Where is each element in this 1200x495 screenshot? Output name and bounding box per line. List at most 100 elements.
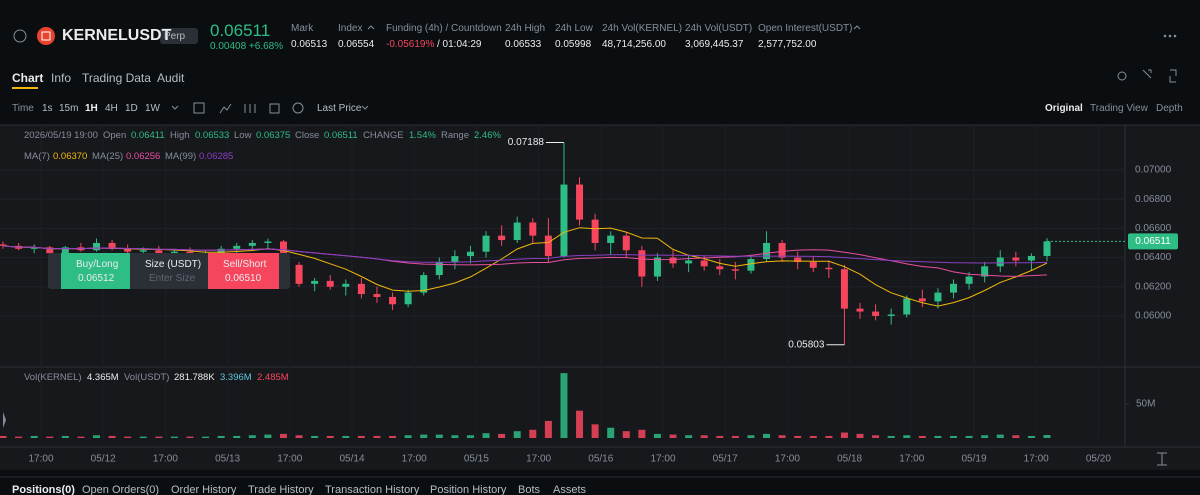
tab[interactable]: Audit <box>157 71 185 85</box>
volume-bar <box>357 435 365 438</box>
sell-price[interactable]: 0.06510 <box>225 273 262 284</box>
interval[interactable]: 1W <box>145 103 160 114</box>
candle-body <box>591 219 599 243</box>
tab[interactable]: Trading Data <box>82 71 151 85</box>
price-type[interactable]: Last Price <box>317 103 362 114</box>
stat-label: 24h High <box>505 23 546 34</box>
volume-bar <box>950 435 958 438</box>
bottom-tab[interactable]: Bots <box>518 484 541 495</box>
bottom-tab[interactable]: Transaction History <box>325 484 420 495</box>
volume-bar <box>279 433 287 438</box>
interval[interactable]: 1s <box>42 103 53 114</box>
interval[interactable]: 1D <box>125 103 138 114</box>
candle-body <box>903 298 911 315</box>
bottom-tab[interactable]: Position History <box>430 484 507 495</box>
legend-label: High <box>170 130 190 141</box>
bottom-tab[interactable]: Order History <box>171 484 237 495</box>
volume-bar <box>934 435 942 438</box>
bottom-tab[interactable]: Open Orders(0) <box>82 484 160 495</box>
bottom-tab[interactable]: Trade History <box>248 484 314 495</box>
candle-body <box>435 261 443 276</box>
more-icon[interactable] <box>1163 34 1177 38</box>
x-tick-label: 05/19 <box>961 454 986 465</box>
candle-body <box>934 292 942 302</box>
volume-bar <box>217 435 225 438</box>
volume-bar <box>996 434 1004 438</box>
candle-body <box>155 250 163 255</box>
badge: Perp <box>164 31 186 42</box>
volume-bar <box>607 427 615 438</box>
x-tick-label: 05/13 <box>215 454 240 465</box>
interval[interactable]: 4H <box>105 103 118 114</box>
toolbar-icons[interactable] <box>171 102 369 114</box>
interval[interactable]: 15m <box>59 103 79 114</box>
ma-value: 0.06256 <box>126 151 161 162</box>
tab[interactable]: Info <box>51 71 72 85</box>
volume-bar <box>981 435 989 438</box>
stat-label: 24h Vol(KERNEL) <box>602 23 683 34</box>
candle-body <box>373 294 381 297</box>
x-tick-label: 17:00 <box>28 454 53 465</box>
toolbar-time: Time <box>12 103 34 114</box>
stat-value: 3,069,445.37 <box>685 39 744 50</box>
stat-value: 0.06533 <box>505 39 542 50</box>
legend-label: Close <box>295 130 320 141</box>
x-tick-label: 17:00 <box>402 454 427 465</box>
volume-bar <box>669 434 677 438</box>
volume-bar <box>15 436 23 438</box>
candle-body <box>607 235 615 243</box>
buy-price[interactable]: 0.06512 <box>78 273 115 284</box>
vol-ma: 2.485M <box>257 372 289 383</box>
buy-label[interactable]: Buy/Long <box>76 259 119 270</box>
candle-body <box>420 275 428 293</box>
candle-body <box>576 184 584 220</box>
volume-bar <box>311 435 319 438</box>
volume-bar <box>763 433 771 438</box>
candle-body <box>809 261 817 268</box>
volume-bar <box>638 429 646 438</box>
view-option[interactable]: Original <box>1045 103 1083 114</box>
volume-bar <box>653 433 661 438</box>
bottom-tab[interactable]: Positions(0) <box>12 484 75 495</box>
candle-body <box>217 248 225 254</box>
tab[interactable]: Chart <box>12 71 44 85</box>
volume-bar <box>92 435 100 438</box>
x-tick-label: 05/18 <box>837 454 862 465</box>
star-icon[interactable] <box>13 29 27 43</box>
volume-bar <box>420 434 428 438</box>
chart-icons[interactable] <box>1117 69 1177 83</box>
price-tag-label: 0.06511 <box>1135 236 1171 247</box>
legend-value: 0.06411 <box>131 130 165 141</box>
bottom-tab[interactable]: Assets <box>553 484 587 495</box>
candle-body <box>357 283 365 295</box>
volume-bar <box>872 435 880 438</box>
view-option[interactable]: Depth <box>1156 103 1183 114</box>
interval[interactable]: 1H <box>85 103 98 114</box>
volume-bar <box>451 435 459 438</box>
volume-bar <box>529 429 537 438</box>
volume-bar <box>1043 435 1051 438</box>
candle-body <box>233 245 241 249</box>
volume-bar <box>466 435 474 438</box>
view-option[interactable]: Trading View <box>1090 103 1148 114</box>
x-tick-label: 17:00 <box>650 454 675 465</box>
axis-icon[interactable] <box>1157 452 1167 466</box>
legend-label: Open <box>103 130 127 141</box>
volume-bar <box>591 424 599 438</box>
vol-name: Vol(KERNEL) <box>24 372 82 383</box>
candle-body <box>544 235 552 257</box>
size-input[interactable]: Enter Size <box>149 273 196 284</box>
sell-label[interactable]: Sell/Short <box>223 259 267 270</box>
candle-body <box>61 247 69 254</box>
candle-body <box>295 264 303 284</box>
volume-bar <box>482 433 490 438</box>
pane-toggle[interactable] <box>3 412 6 428</box>
candle-body <box>700 260 708 267</box>
stat-value: 48,714,256.00 <box>602 39 666 50</box>
volume-bar <box>61 435 69 438</box>
y-tick-label: 0.06800 <box>1135 194 1172 205</box>
legend-value: 1.54% <box>409 130 436 141</box>
buy-button <box>61 253 130 289</box>
volume-bar <box>435 434 443 438</box>
